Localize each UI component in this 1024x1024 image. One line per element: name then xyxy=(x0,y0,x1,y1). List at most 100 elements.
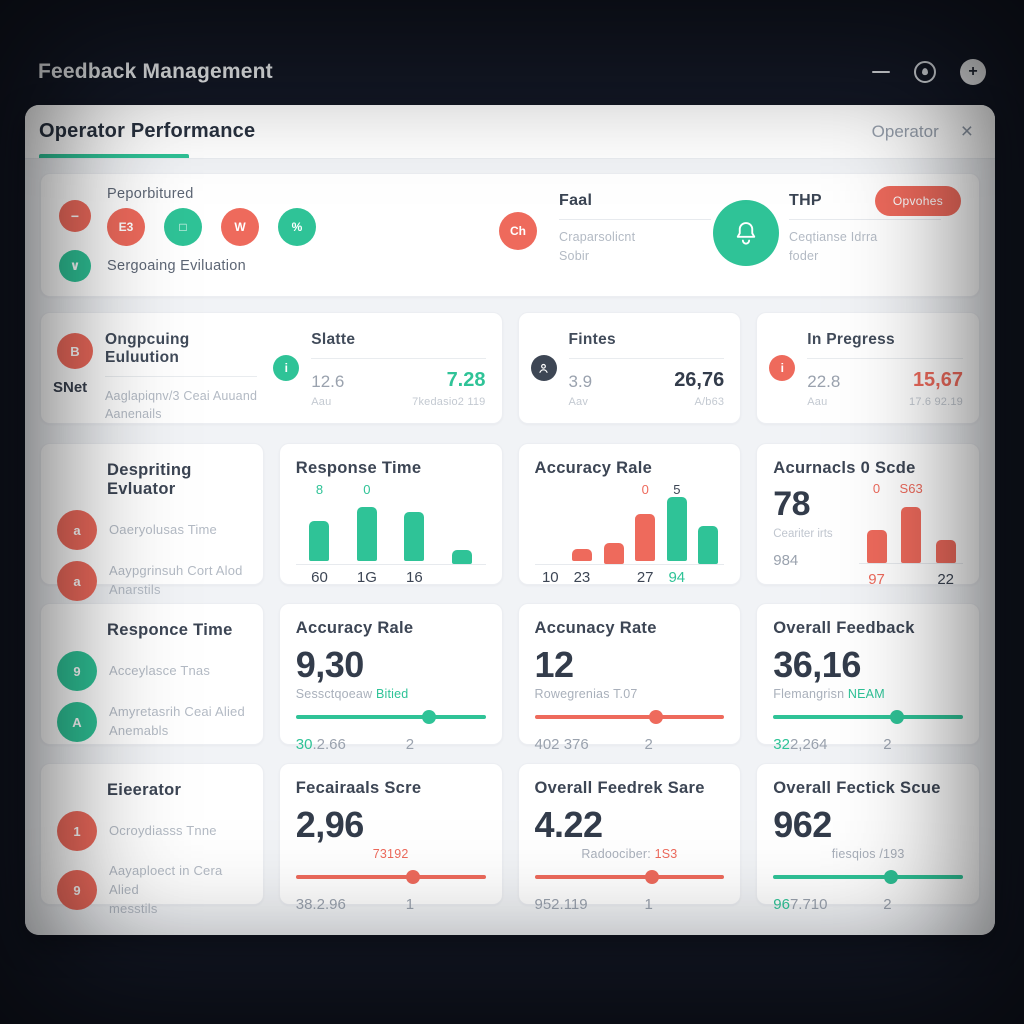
accuracy-score-card: Acurnacls 0 Scde 78 Ceariter irts 984 0 9… xyxy=(756,443,980,588)
slider-knob[interactable] xyxy=(889,710,904,724)
list-item[interactable]: 1 Ocroydiasss Tnne xyxy=(57,811,247,851)
bar xyxy=(866,530,887,563)
card-title: Fecairaals Scre xyxy=(295,779,422,797)
bar xyxy=(698,526,719,564)
close-icon[interactable]: × xyxy=(960,120,973,143)
person-icon xyxy=(530,355,557,381)
bar xyxy=(635,514,656,561)
metric-caption: Flemangrisn NEAM xyxy=(773,687,885,701)
bottom-right-label: 2 xyxy=(644,736,653,753)
slider[interactable] xyxy=(773,710,963,724)
app-title: Feedback Management xyxy=(38,60,273,83)
divider xyxy=(559,219,711,220)
list-item[interactable]: A Amyretasrih Ceai Alied Anemabls xyxy=(57,702,247,742)
slider-knob[interactable] xyxy=(406,870,421,884)
slider-knob[interactable] xyxy=(883,870,898,884)
bar-x-label: 22 xyxy=(937,571,955,588)
minimize-icon[interactable] xyxy=(872,71,890,73)
bottom-right-label: 2 xyxy=(883,736,892,753)
list-item[interactable]: 9 Acceylasce Tnas xyxy=(57,651,247,691)
item-text: Acceylasce Tnas xyxy=(109,662,211,678)
metric-value: 962 xyxy=(773,804,832,845)
bar xyxy=(666,497,687,561)
overview-icon-row: E3 □ W % xyxy=(107,208,316,246)
bar-slot: 16 xyxy=(391,482,438,586)
slider[interactable] xyxy=(295,870,486,884)
slider-knob[interactable] xyxy=(645,870,660,884)
bar-slot: 22 xyxy=(928,481,963,591)
screen-badge-icon[interactable]: □ xyxy=(164,208,202,246)
side-label: SNet xyxy=(53,379,88,396)
slider[interactable] xyxy=(295,710,486,724)
item-badge-icon: 9 xyxy=(57,870,97,911)
bar-slot: 10 xyxy=(535,482,567,586)
list-item[interactable]: a Oaeryolusas Time xyxy=(57,510,247,550)
bar-slot xyxy=(693,482,725,586)
score-caption: Ceariter irts xyxy=(773,528,833,540)
chart-baseline xyxy=(295,564,486,565)
slider[interactable] xyxy=(534,870,725,884)
slider-track xyxy=(295,715,486,719)
card-title: Response Time xyxy=(295,459,422,477)
overview-bottom-label: Sergoaing Eviluation xyxy=(107,258,247,274)
badge-icon-2[interactable]: W xyxy=(221,208,259,246)
bottom-right-label: 2 xyxy=(405,736,415,753)
divider xyxy=(807,358,963,359)
section-title: THP xyxy=(789,192,822,209)
card-title: Responce Time xyxy=(107,621,233,639)
minus-badge-icon[interactable]: − xyxy=(59,200,91,232)
bell-icon[interactable] xyxy=(713,200,779,266)
stat-value: 12.6 xyxy=(311,372,345,391)
slider[interactable] xyxy=(773,870,963,884)
ch-badge-icon[interactable]: Ch xyxy=(499,212,537,250)
bar-chart: 0 97 S63 22 xyxy=(859,481,963,591)
list-item[interactable]: a Aaypgrinsuh Cort Alod Anarstils xyxy=(57,561,247,601)
overall-feedback-score-card-2: Overall Fectick Scue 962 fiesqios /193 967.… xyxy=(756,763,980,913)
evaluation-slate-card: B Ongpcuing Euluution Aaglapiqnv/3 Ceai … xyxy=(40,312,503,424)
slider[interactable] xyxy=(534,710,725,724)
bottom-label: 984 xyxy=(773,552,799,569)
bar-slot: 23 xyxy=(566,482,598,586)
response-time-chart-card: Response Time 8 60 0 1G 16 xyxy=(278,443,503,586)
bar-top-label: 0 xyxy=(872,481,881,496)
bar-chart: 8 60 0 1G 16 xyxy=(295,482,486,586)
card-title: Slatte xyxy=(311,331,356,348)
metric-caption: fiesqios /193 xyxy=(831,847,905,861)
bar-x-label: 94 xyxy=(668,569,686,586)
bar-slot: S63 xyxy=(894,481,929,591)
item-badge-icon: a xyxy=(57,561,97,601)
bar xyxy=(571,549,592,561)
list-item[interactable]: 9 Aayaploect in Cera Alied messtils xyxy=(57,862,247,919)
item-badge-icon: 1 xyxy=(57,811,97,851)
info-badge-icon: i xyxy=(273,355,300,381)
percent-badge-icon[interactable]: % xyxy=(278,208,316,246)
bottom-left-label: 967.710 xyxy=(773,896,828,913)
overview-section-faal: Faal Craparsolicnt Sobir xyxy=(559,192,711,266)
card-title: Accuracy Rale xyxy=(295,619,414,637)
stat-caption: A/b63 xyxy=(694,396,725,408)
accuracy-rate-chart-card: Accuracy Rale 10 23 0 27 5 94 xyxy=(517,443,742,586)
action-button[interactable]: Opvohes xyxy=(874,186,961,216)
badge-icon-1[interactable]: E3 xyxy=(107,208,145,246)
bar xyxy=(603,543,624,564)
bar-slot: 0 27 xyxy=(629,482,661,586)
operator-label[interactable]: Operator xyxy=(871,121,939,141)
record-circle-icon[interactable] xyxy=(914,61,936,83)
card-title: Eieerator xyxy=(107,781,182,799)
accuracy-slider-card-2: Accunacy Rate 12 Rowegrenias T.07 402 376 2 xyxy=(517,603,742,753)
slider-knob[interactable] xyxy=(421,710,436,724)
add-window-icon[interactable]: + xyxy=(960,59,986,85)
bar xyxy=(901,507,922,563)
section-line: Sobir xyxy=(559,248,590,263)
chevron-down-icon[interactable]: ∨ xyxy=(59,250,91,282)
item-text: Amyretasrih Ceai Alied Anemabls xyxy=(109,704,245,738)
bar-x-label: 97 xyxy=(868,571,885,588)
bar-top-label: 5 xyxy=(673,482,681,497)
slider-track xyxy=(773,875,963,879)
item-text: Aayaploect in Cera Alied messtils xyxy=(109,863,223,916)
bar-top-label: 0 xyxy=(363,482,371,497)
panel-body: − Peporbitured E3 □ W % ∨ Sergoaing Evil… xyxy=(25,159,995,935)
slider-knob[interactable] xyxy=(648,710,663,724)
panel-header: Operator Performance Operator × xyxy=(25,105,995,159)
stat-value: 7.28 xyxy=(446,369,486,391)
